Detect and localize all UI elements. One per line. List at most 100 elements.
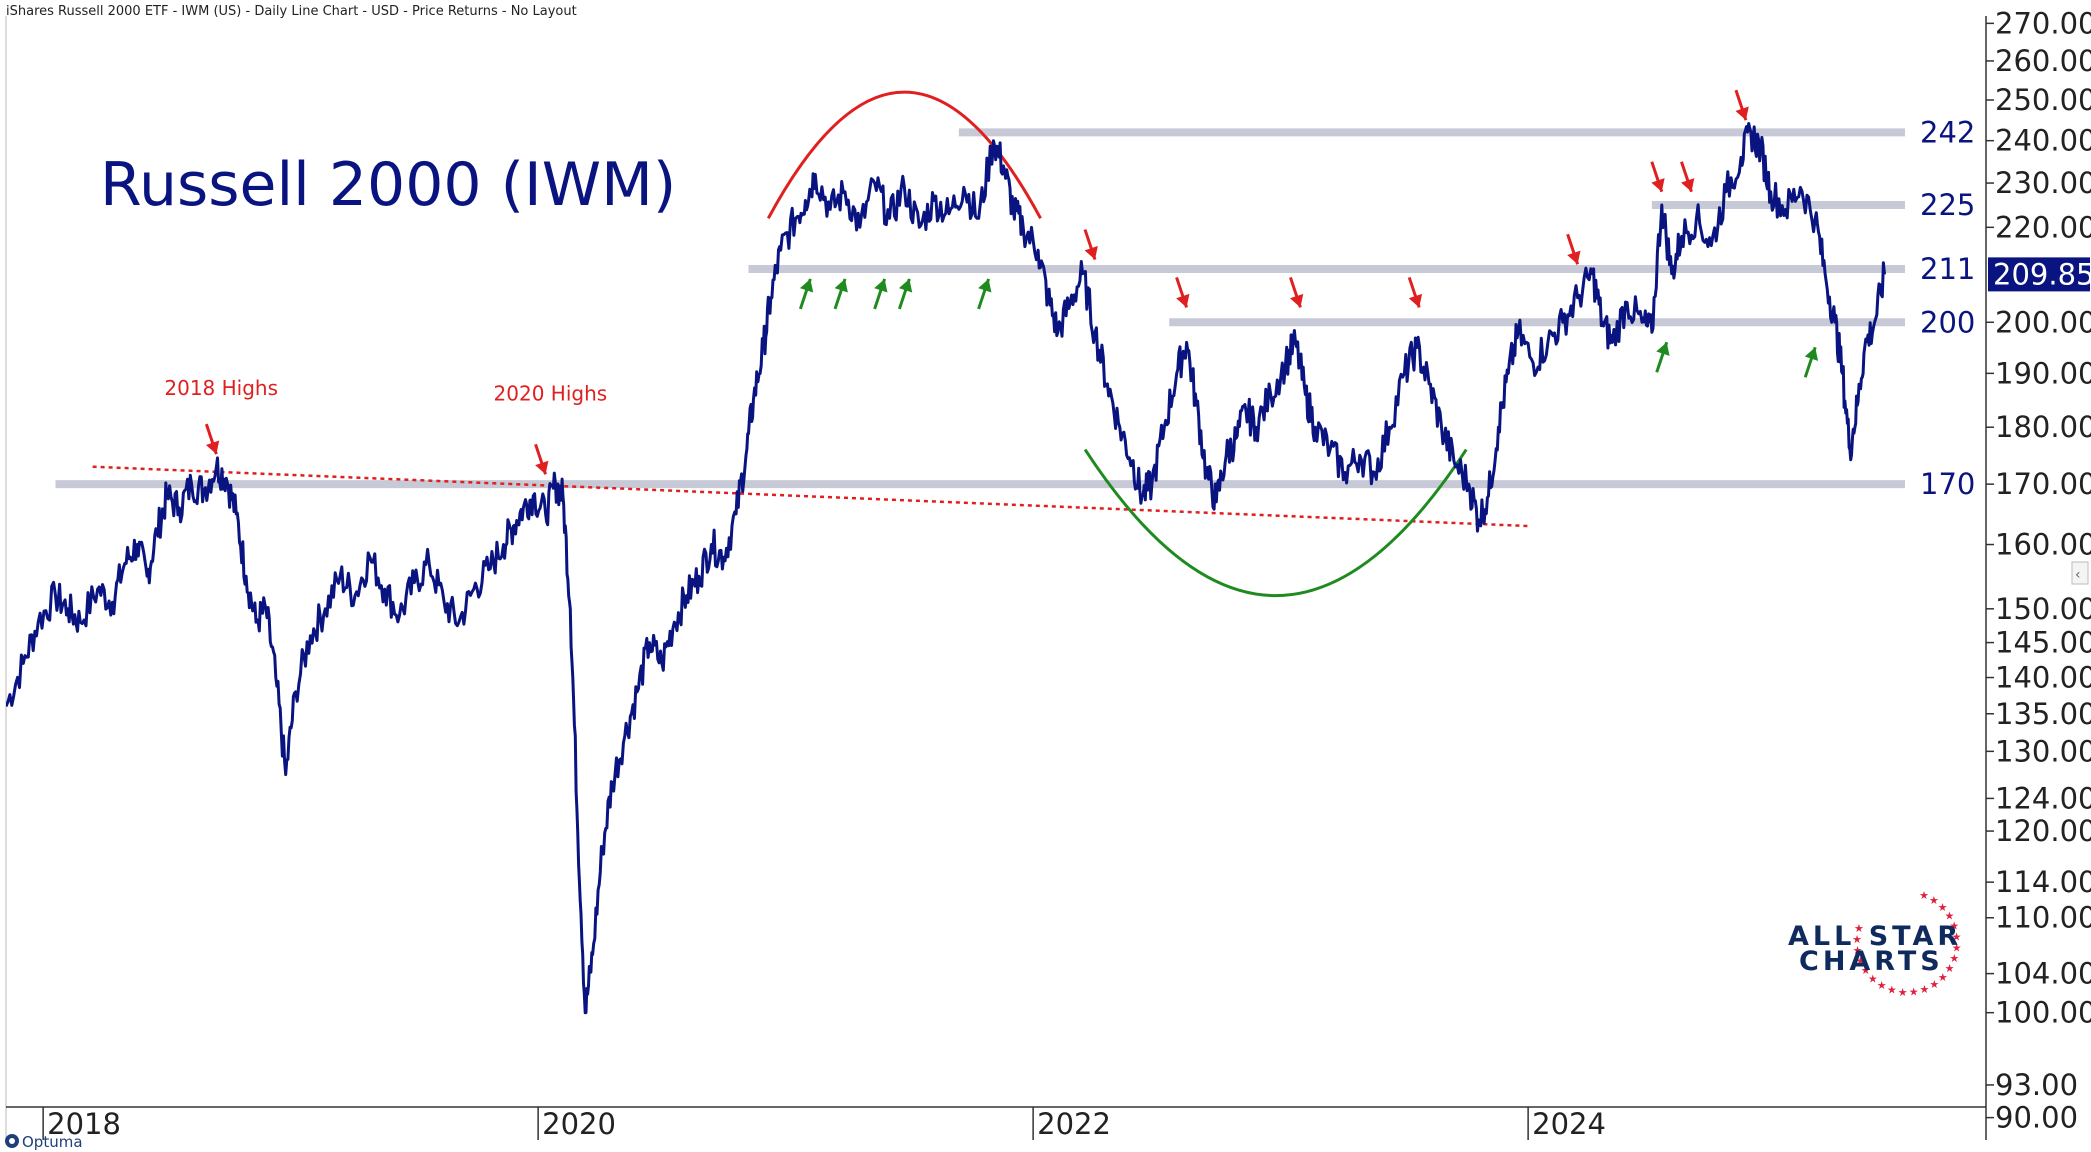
pattern-shapes	[766, 90, 1468, 597]
y-tick-label: 120.00	[1995, 814, 2091, 848]
star-icon: ★	[1952, 941, 1962, 954]
support-label-225: 225	[1920, 188, 1975, 222]
y-tick-label: 100.00	[1995, 996, 2091, 1030]
annotations: 2018 Highs 2020 Highs	[164, 376, 607, 405]
support-label-242: 242	[1920, 115, 1975, 149]
star-icon: ★	[1854, 922, 1864, 935]
support-label-211: 211	[1920, 252, 1975, 286]
red-arrow-7	[1734, 89, 1749, 121]
y-tick-label: 150.00	[1995, 592, 2091, 626]
price-series	[6, 122, 1886, 1015]
red-arrow-3	[1407, 276, 1423, 308]
signal-arrows	[204, 89, 1819, 475]
x-tick-label: 2018	[47, 1107, 121, 1141]
y-tick-label: 190.00	[1995, 356, 2091, 390]
y-tick-label: 250.00	[1995, 83, 2091, 117]
y-tick-label: 110.00	[1995, 901, 2091, 935]
y-tick-label: 180.00	[1995, 410, 2091, 444]
star-icon: ★	[1898, 986, 1908, 999]
star-icon: ★	[1919, 889, 1929, 902]
optuma-footer: Optuma	[5, 1133, 83, 1151]
star-icon: ★	[1949, 952, 1959, 965]
optuma-logo-inner	[9, 1138, 15, 1144]
star-icon: ★	[1909, 986, 1919, 999]
star-icon: ★	[1938, 971, 1948, 984]
y-tick-label: 140.00	[1995, 661, 2091, 695]
green-arrow-6	[1803, 346, 1819, 378]
star-icon: ★	[1944, 910, 1954, 923]
red-arrow-2	[1289, 276, 1304, 308]
star-icon: ★	[1877, 979, 1887, 992]
star-icon: ★	[1868, 973, 1878, 986]
brand-line-1: ALL STAR	[1788, 921, 1962, 952]
star-icon: ★	[1952, 930, 1962, 943]
y-tick-label: 135.00	[1995, 697, 2091, 731]
y-tick-label: 230.00	[1995, 166, 2091, 200]
star-icon: ★	[1852, 933, 1862, 946]
highs-annotation-1: 2020 Highs	[494, 382, 608, 406]
y-tick-label: 220.00	[1995, 210, 2091, 244]
green-arrow-3	[897, 278, 913, 310]
star-icon: ★	[1861, 964, 1871, 977]
current-price-tag-bg	[1988, 257, 2090, 292]
rounding-bottom-arc	[1083, 448, 1468, 597]
red-arrow-1	[1175, 276, 1190, 308]
green-arrow-4	[977, 278, 992, 310]
chart-title: Russell 2000 (IWM)	[100, 150, 676, 220]
y-tick-label: 200.00	[1995, 305, 2091, 339]
star-icon: ★	[1853, 944, 1863, 957]
current-price-value: 209.85	[1993, 257, 2091, 291]
support-levels: 242 225 211 200 170	[55, 115, 1975, 501]
green-arrow-0	[798, 278, 814, 310]
y-tick-label: 130.00	[1995, 734, 2091, 768]
x-tick-label: 2024	[1532, 1107, 1606, 1141]
green-arrow-2	[873, 278, 888, 310]
highs-arrow-1	[534, 443, 549, 475]
y-axis: 270.00 260.00 250.00 240.00 230.00 220.00 200.…	[1986, 6, 2091, 1135]
star-icon: ★	[1929, 978, 1939, 991]
y-tick-label: 270.00	[1995, 6, 2091, 40]
y-tick-label: 160.00	[1995, 528, 2091, 562]
y-tick-label: 170.00	[1995, 467, 2091, 501]
chevron-left-icon: ‹	[2075, 567, 2081, 583]
x-tick-label: 2022	[1037, 1107, 1111, 1141]
y-tick-label: 124.00	[1995, 781, 2091, 815]
x-tick-label: 2020	[542, 1107, 616, 1141]
red-arrow-5	[1650, 161, 1665, 193]
red-arrow-6	[1680, 161, 1695, 193]
brand-line-2: CHARTS	[1799, 946, 1944, 977]
y-tick-label: 240.00	[1995, 124, 2091, 158]
y-tick-label: 260.00	[1995, 44, 2091, 78]
star-icon: ★	[1945, 962, 1955, 975]
y-tick-label: 93.00	[1995, 1068, 2078, 1102]
star-icon: ★	[1949, 920, 1959, 933]
y-tick-label: 104.00	[1995, 957, 2091, 991]
star-icon: ★	[1887, 984, 1897, 997]
axis-scroll-handle[interactable]: ‹	[2071, 561, 2089, 585]
star-icon: ★	[1856, 954, 1866, 967]
green-arrow-5	[1655, 341, 1670, 373]
red-arrow-4	[1566, 233, 1581, 265]
trendline-group	[92, 465, 1529, 528]
star-icon: ★	[1929, 894, 1939, 907]
current-price-tag: 209.85	[1988, 257, 2091, 292]
rounding-top-arc	[766, 90, 1042, 220]
all-star-charts-logo: ★ ★★★★★★★★★★★★★★★★★★★★★ ALL STAR CHARTS	[1788, 889, 1962, 999]
optuma-label: Optuma	[22, 1133, 83, 1151]
red-arrow-0	[1083, 229, 1098, 261]
highs-arrow-0	[204, 423, 220, 455]
star-icon: ★	[1938, 901, 1948, 914]
star-ring-icon: ★ ★★★★★★★★★★★★★★★★★★★★★	[1852, 889, 1962, 999]
support-label-170: 170	[1920, 467, 1975, 501]
descending-trendline	[92, 465, 1529, 528]
support-label-200: 200	[1920, 305, 1975, 339]
star-icon: ★	[1919, 983, 1929, 996]
y-tick-label: 90.00	[1995, 1101, 2078, 1135]
y-tick-label: 114.00	[1995, 865, 2091, 899]
green-arrow-1	[833, 278, 848, 310]
price-line	[6, 122, 1886, 1015]
highs-annotation-0: 2018 Highs	[164, 376, 278, 400]
x-axis: 2018 2020 2022 2024	[42, 1107, 1606, 1141]
y-tick-label: 145.00	[1995, 626, 2091, 660]
